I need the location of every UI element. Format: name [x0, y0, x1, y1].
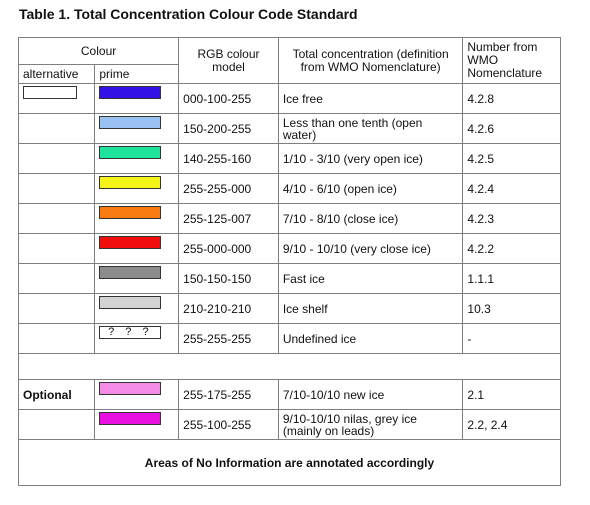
header-colour: Colour — [17, 37, 180, 65]
concentration-cell: Less than one tenth (open water) — [277, 113, 464, 144]
alternative-cell — [17, 143, 96, 174]
concentration-cell: 9/10 - 10/10 (very close ice) — [277, 233, 464, 264]
rgb-cell: 140-255-160 — [178, 143, 279, 174]
table-row: 140-255-160 1/10 - 3/10 (very open ice) 4.… — [17, 143, 561, 174]
concentration-cell: Fast ice — [277, 263, 464, 294]
prime-cell — [94, 203, 180, 234]
concentration-cell: Ice free — [277, 83, 464, 114]
alternative-cell — [17, 173, 96, 204]
concentration-cell: 4/10 - 6/10 (open ice) — [277, 173, 464, 204]
header-rgb: RGB colour model — [178, 37, 279, 84]
rgb-cell: 150-150-150 — [178, 263, 279, 294]
number-cell: 4.2.6 — [462, 113, 561, 144]
alternative-cell — [17, 203, 96, 234]
concentration-cell: 9/10-10/10 nilas, grey ice (mainly on le… — [277, 409, 464, 440]
colour-code-table: Colour RGB colour model Total concentrat… — [17, 37, 561, 486]
number-cell: 4.2.3 — [462, 203, 561, 234]
prime-cell — [94, 83, 180, 114]
rgb-cell: 255-000-000 — [178, 233, 279, 264]
prime-cell — [94, 173, 180, 204]
colour-swatch — [99, 116, 162, 129]
header-prime: prime — [94, 64, 180, 84]
number-cell: 4.2.8 — [462, 83, 561, 114]
concentration-cell: 1/10 - 3/10 (very open ice) — [277, 143, 464, 174]
prime-cell — [94, 113, 180, 144]
prime-cell — [94, 409, 180, 440]
prime-cell — [94, 263, 180, 294]
colour-swatch — [99, 206, 162, 219]
alternative-cell — [17, 323, 96, 354]
number-cell: 2.1 — [462, 379, 561, 410]
rgb-cell: 000-100-255 — [178, 83, 279, 114]
number-cell: 4.2.5 — [462, 143, 561, 174]
number-cell: 2.2, 2.4 — [462, 409, 561, 440]
alternative-cell — [17, 263, 96, 294]
spacer-row — [18, 353, 561, 380]
header-concentration: Total concentration (definition from WMO… — [277, 37, 464, 84]
colour-swatch — [99, 86, 162, 99]
prime-cell — [94, 379, 180, 410]
table-row: 255-255-000 4/10 - 6/10 (open ice) 4.2.4 — [17, 173, 561, 204]
concentration-cell: Ice shelf — [277, 293, 464, 324]
number-cell: 4.2.4 — [462, 173, 561, 204]
table-row: ? ? ? 255-255-255 Undefined ice - — [17, 323, 561, 354]
rgb-cell: 255-255-255 — [178, 323, 279, 354]
number-cell: - — [462, 323, 561, 354]
colour-swatch — [99, 412, 162, 425]
colour-swatch — [99, 236, 162, 249]
alternative-cell — [17, 233, 96, 264]
number-cell: 10.3 — [462, 293, 561, 324]
rgb-cell: 255-255-000 — [178, 173, 279, 204]
alternative-cell — [17, 293, 96, 324]
rgb-cell: 210-210-210 — [178, 293, 279, 324]
header-number: Number from WMO Nomenclature — [462, 37, 561, 84]
number-cell: 1.1.1 — [462, 263, 561, 294]
table-row: 255-000-000 9/10 - 10/10 (very close ice)… — [17, 233, 561, 264]
table-row: 000-100-255 Ice free 4.2.8 — [17, 83, 561, 114]
rgb-cell: 255-125-007 — [178, 203, 279, 234]
rgb-cell: 150-200-255 — [178, 113, 279, 144]
spacer-cell — [18, 353, 561, 380]
rgb-cell: 255-100-255 — [178, 409, 279, 440]
number-cell: 4.2.2 — [462, 233, 561, 264]
alternative-swatch — [23, 86, 77, 99]
alternative-cell — [17, 409, 96, 440]
colour-swatch — [99, 266, 162, 279]
table-row: 150-200-255 Less than one tenth (open wat… — [17, 113, 561, 144]
alternative-cell — [17, 113, 96, 144]
prime-cell — [94, 293, 180, 324]
footer-note: Areas of No Information are annotated ac… — [18, 439, 561, 486]
colour-swatch — [99, 176, 162, 189]
header-alternative: alternative — [17, 64, 96, 84]
colour-swatch — [99, 382, 162, 395]
colour-swatch: ? ? ? — [99, 326, 162, 339]
prime-cell — [94, 143, 180, 174]
table-row: 255-125-007 7/10 - 8/10 (close ice) 4.2.3 — [17, 203, 561, 234]
rgb-cell: 255-175-255 — [178, 379, 279, 410]
prime-cell: ? ? ? — [94, 323, 180, 354]
table-row: 210-210-210 Ice shelf 10.3 — [17, 293, 561, 324]
concentration-cell: 7/10 - 8/10 (close ice) — [277, 203, 464, 234]
optional-row: Optional 255-175-255 7/10-10/10 new ice 2.1 — [17, 379, 561, 410]
footer-row: Areas of No Information are annotated ac… — [18, 439, 561, 486]
table-title: Table 1. Total Concentration Colour Code… — [19, 6, 358, 22]
alternative-cell — [17, 83, 96, 114]
prime-cell — [94, 233, 180, 264]
concentration-cell: Undefined ice — [277, 323, 464, 354]
table-row: 150-150-150 Fast ice 1.1.1 — [17, 263, 561, 294]
concentration-cell: 7/10-10/10 new ice — [277, 379, 464, 410]
colour-swatch — [99, 146, 162, 159]
alternative-cell: Optional — [17, 379, 96, 410]
colour-swatch — [99, 296, 162, 309]
optional-row: 255-100-255 9/10-10/10 nilas, grey ice (m… — [17, 409, 561, 440]
